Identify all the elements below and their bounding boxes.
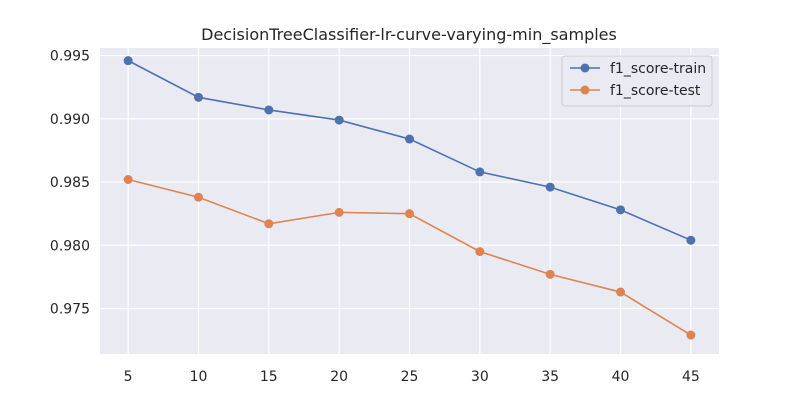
data-point: [475, 247, 485, 257]
data-point: [334, 115, 344, 125]
series-f1_score-train: [123, 56, 696, 245]
legend-marker: [580, 85, 590, 95]
data-point: [545, 182, 555, 192]
y-tick-label: 0.995: [50, 49, 90, 65]
data-point: [616, 205, 626, 215]
data-point: [334, 207, 344, 217]
data-point: [686, 235, 696, 245]
data-point: [123, 56, 133, 66]
data-point: [405, 209, 414, 219]
legend: f1_score-train f1_score-test: [561, 55, 713, 107]
legend-label: f1_score-test: [610, 83, 701, 99]
series-f1_score-test: [123, 175, 696, 340]
data-point: [405, 134, 414, 144]
data-point: [264, 105, 274, 115]
axis-labels: 5 10 15 20 25 30 35 40 45 0.975 0.980 0.985 0.990 0.9…: [50, 49, 700, 385]
x-tick-label: 40: [612, 369, 630, 385]
chart-title: DecisionTreeClassifier-lr-curve-varying-…: [201, 25, 617, 45]
series-layer: [123, 56, 696, 340]
x-tick-label: 30: [471, 369, 489, 385]
x-tick-label: 25: [401, 369, 419, 385]
x-tick-label: 45: [682, 369, 700, 385]
legend-label: f1_score-train: [610, 61, 706, 77]
x-tick-label: 15: [260, 369, 278, 385]
data-point: [545, 269, 555, 279]
x-tick-label: 5: [124, 369, 133, 385]
x-tick-label: 10: [190, 369, 208, 385]
y-tick-label: 0.985: [50, 175, 90, 191]
data-point: [193, 92, 203, 102]
data-point: [616, 287, 626, 297]
x-tick-label: 20: [330, 369, 348, 385]
y-tick-label: 0.980: [50, 238, 90, 254]
data-point: [475, 167, 485, 177]
data-point: [123, 175, 133, 185]
data-point: [686, 330, 696, 340]
data-point: [193, 192, 203, 202]
y-tick-label: 0.990: [50, 112, 90, 128]
data-point: [264, 219, 274, 229]
x-tick-label: 35: [541, 369, 559, 385]
y-tick-label: 0.975: [50, 301, 90, 317]
legend-marker: [580, 63, 590, 73]
